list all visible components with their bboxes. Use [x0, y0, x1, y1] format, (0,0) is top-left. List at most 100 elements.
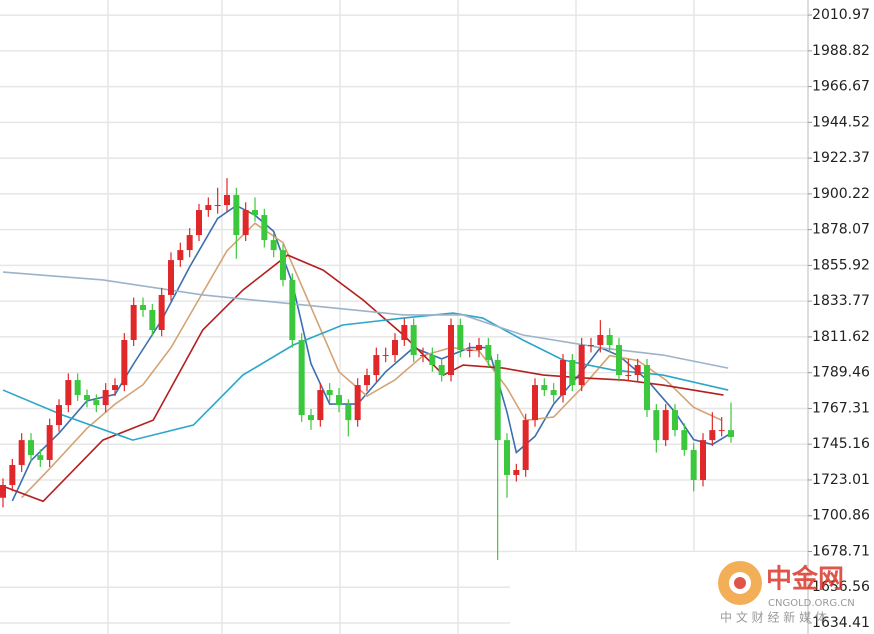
candle-body — [728, 430, 734, 438]
watermark: 中金网 CNGOLD.ORG.CN 中 文 财 经 新 媒 体 — [718, 561, 855, 625]
watermark-title: 中金网 — [766, 564, 844, 595]
candle-body — [420, 355, 426, 357]
candle-body — [373, 355, 380, 376]
candle-body — [653, 410, 660, 441]
candle-body — [466, 350, 473, 352]
candle-body — [28, 440, 34, 456]
candle-body — [429, 355, 436, 366]
logo-dot — [734, 577, 746, 589]
candle-body — [233, 195, 240, 236]
y-tick-label: 1678.71 — [812, 543, 870, 559]
candle-body — [186, 235, 193, 251]
candle-body — [18, 440, 25, 465]
candle-body — [700, 440, 706, 480]
candle-body — [130, 304, 137, 341]
candle-body — [326, 390, 333, 396]
candle-body — [65, 380, 72, 406]
ma-line — [2, 312, 729, 441]
candle-body — [298, 340, 305, 416]
candle-body — [0, 484, 6, 498]
candle-body — [625, 375, 632, 377]
candle-body — [214, 205, 221, 207]
candle-body — [476, 345, 482, 351]
candle-body — [606, 335, 613, 346]
y-tick-label: 1767.31 — [812, 400, 870, 416]
candle-body — [205, 205, 212, 211]
y-tick-label: 1944.52 — [812, 114, 870, 130]
candle-body — [317, 390, 324, 421]
ma-line — [2, 254, 724, 503]
candle-body — [485, 345, 492, 361]
candle-body — [158, 294, 165, 330]
candle-body — [242, 210, 249, 236]
candle-body — [56, 405, 62, 426]
candle-body — [354, 385, 361, 421]
candle-body — [345, 405, 352, 421]
y-tick-label: 1833.77 — [812, 293, 870, 309]
candle-body — [84, 395, 90, 401]
candle-body — [392, 340, 398, 356]
y-tick-label: 1855.92 — [812, 257, 870, 273]
candle-body — [644, 365, 650, 411]
candle-body — [597, 335, 604, 346]
candle-body — [140, 304, 146, 310]
candle-body — [46, 425, 53, 460]
y-tick-label: 1634.41 — [812, 615, 870, 631]
candle-body — [93, 400, 100, 406]
candle-body — [224, 195, 230, 206]
watermark-domain: CNGOLD.ORG.CN — [768, 598, 855, 609]
y-tick-label: 1700.86 — [812, 508, 870, 524]
y-tick-label: 1878.07 — [812, 222, 870, 238]
candle-body — [690, 449, 697, 480]
candle-body — [401, 324, 408, 341]
candle-body — [588, 345, 594, 347]
candle-body — [196, 210, 202, 236]
vertical-grid — [107, 0, 695, 634]
y-tick-label: 1922.37 — [812, 150, 870, 166]
candle-body — [616, 345, 622, 376]
candle-body — [364, 375, 370, 386]
candle-body — [168, 260, 174, 295]
candle-body — [112, 385, 118, 391]
candle-body — [672, 410, 678, 431]
watermark-tagline: 中 文 财 经 新 媒 体 — [720, 610, 827, 625]
candle-body — [280, 250, 286, 280]
candle-body — [438, 365, 445, 376]
candle-body — [382, 355, 389, 357]
candle-body — [336, 395, 342, 406]
candle-body — [308, 415, 314, 421]
candle-body — [261, 215, 268, 241]
y-tick-label: 1745.16 — [812, 436, 870, 452]
candle-body — [634, 365, 641, 376]
y-axis: 2010.97 1988.82 1966.67 1944.52 1922.37 1900.… — [808, 7, 870, 631]
candle-body — [121, 340, 128, 386]
ma-line — [11, 204, 732, 502]
candle-body — [457, 324, 464, 351]
candle-body — [504, 440, 510, 475]
candle-body — [541, 385, 548, 391]
candle-body — [513, 469, 520, 475]
y-tick-label: 1656.56 — [812, 579, 870, 595]
candle-body — [681, 430, 688, 450]
candle-body — [252, 210, 258, 216]
y-tick-label: 1966.67 — [812, 79, 870, 95]
candle-body — [448, 324, 454, 376]
y-tick-label: 1789.46 — [812, 365, 870, 381]
candle-body — [522, 420, 529, 470]
ma-line — [21, 222, 723, 499]
candle-body — [9, 464, 16, 485]
candle-body — [177, 250, 184, 261]
candle-body — [709, 430, 716, 441]
candle-body — [494, 360, 501, 441]
candle-body — [270, 240, 277, 251]
candle-body — [410, 324, 417, 356]
y-tick-label: 1988.82 — [812, 43, 870, 59]
y-tick-label: 1723.01 — [812, 472, 870, 488]
candle-body — [149, 309, 156, 330]
candle-body — [37, 455, 44, 460]
candle-body — [569, 360, 576, 386]
y-tick-label: 2010.97 — [812, 7, 870, 23]
candle-body — [532, 385, 538, 421]
candle-body — [102, 390, 109, 406]
y-tick-label: 1811.62 — [812, 329, 870, 345]
